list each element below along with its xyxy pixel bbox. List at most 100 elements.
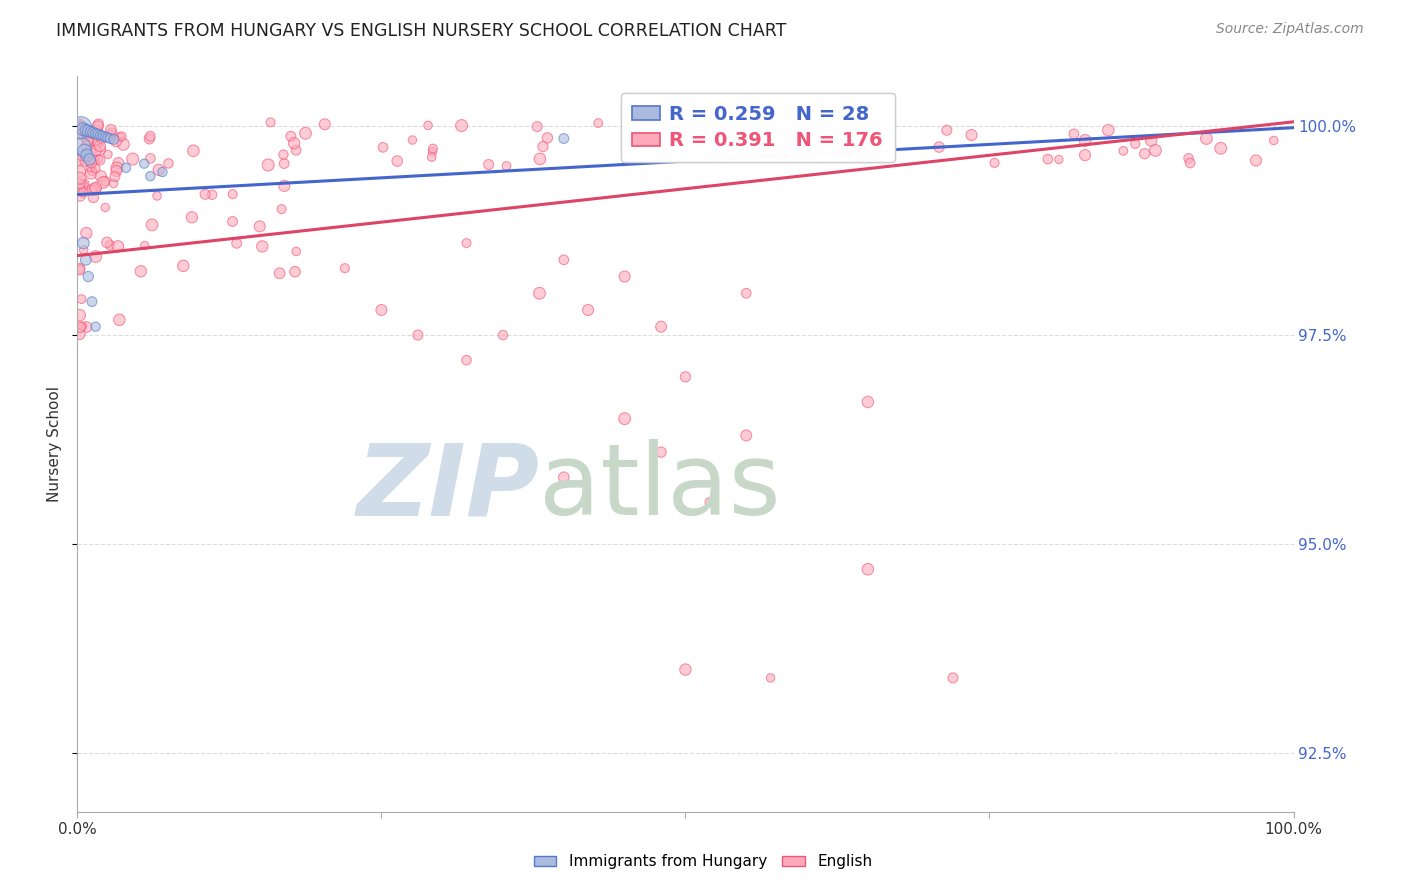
Point [553, 252, 575, 267]
Point [1074, 148, 1097, 162]
Point [108, 313, 131, 327]
Point [456, 236, 478, 251]
Point [73, 128, 96, 143]
Point [89, 128, 111, 143]
Point [588, 116, 610, 130]
Point [273, 147, 295, 161]
Point [84, 127, 107, 141]
Point [100, 123, 122, 137]
Point [1209, 141, 1232, 155]
Point [735, 286, 758, 301]
Point [983, 156, 1005, 170]
Point [146, 189, 169, 203]
Point [89, 153, 111, 168]
Point [201, 187, 224, 202]
Point [553, 470, 575, 484]
Point [139, 169, 162, 183]
Point [80, 294, 103, 309]
Point [613, 269, 636, 284]
Point [98, 131, 121, 145]
Point [69, 182, 91, 196]
Point [1047, 153, 1070, 167]
Point [80, 125, 103, 139]
Point [69, 164, 91, 178]
Point [94, 201, 117, 215]
Point [75, 123, 97, 137]
Point [194, 187, 217, 202]
Point [75, 226, 97, 240]
Point [96, 235, 118, 250]
Point [103, 177, 125, 191]
Point [84, 181, 107, 195]
Point [495, 159, 517, 173]
Point [1123, 136, 1146, 151]
Point [157, 156, 180, 170]
Point [294, 126, 316, 140]
Point [91, 128, 114, 143]
Point [492, 328, 515, 343]
Point [69, 183, 91, 197]
Point [89, 143, 111, 157]
Point [80, 166, 103, 180]
Point [97, 147, 120, 161]
Point [83, 182, 105, 196]
Point [225, 236, 247, 251]
Point [1178, 156, 1201, 170]
Point [699, 495, 721, 509]
Point [72, 178, 94, 193]
Point [87, 119, 110, 133]
Point [73, 176, 96, 190]
Point [97, 130, 120, 145]
Point [70, 292, 93, 306]
Point [69, 308, 91, 322]
Point [91, 176, 114, 190]
Point [76, 139, 98, 153]
Point [82, 126, 104, 140]
Point [70, 319, 93, 334]
Point [536, 131, 558, 145]
Point [84, 143, 107, 157]
Point [83, 128, 105, 142]
Point [172, 259, 194, 273]
Point [80, 155, 103, 169]
Point [80, 164, 103, 178]
Point [257, 158, 280, 172]
Point [70, 140, 93, 154]
Point [69, 118, 91, 132]
Point [371, 140, 394, 154]
Point [285, 143, 308, 157]
Point [872, 149, 894, 163]
Point [928, 140, 950, 154]
Point [80, 183, 103, 197]
Point [108, 130, 131, 145]
Text: Source: ZipAtlas.com: Source: ZipAtlas.com [1216, 22, 1364, 37]
Point [1195, 131, 1218, 145]
Point [87, 117, 110, 131]
Point [69, 188, 91, 202]
Point [72, 236, 94, 251]
Point [105, 161, 128, 175]
Point [69, 119, 91, 133]
Point [370, 302, 392, 317]
Point [82, 190, 104, 204]
Point [104, 134, 127, 148]
Point [650, 319, 672, 334]
Point [86, 137, 108, 152]
Point [273, 178, 295, 193]
Point [856, 562, 879, 576]
Point [700, 122, 723, 136]
Legend: Immigrants from Hungary, English: Immigrants from Hungary, English [527, 848, 879, 875]
Point [84, 250, 107, 264]
Point [1063, 127, 1085, 141]
Point [259, 115, 281, 129]
Point [856, 395, 879, 409]
Point [420, 150, 443, 164]
Point [98, 128, 121, 142]
Point [112, 137, 135, 152]
Point [69, 261, 91, 276]
Point [1263, 134, 1285, 148]
Point [222, 187, 245, 202]
Point [83, 127, 105, 141]
Point [270, 202, 292, 216]
Point [531, 139, 554, 153]
